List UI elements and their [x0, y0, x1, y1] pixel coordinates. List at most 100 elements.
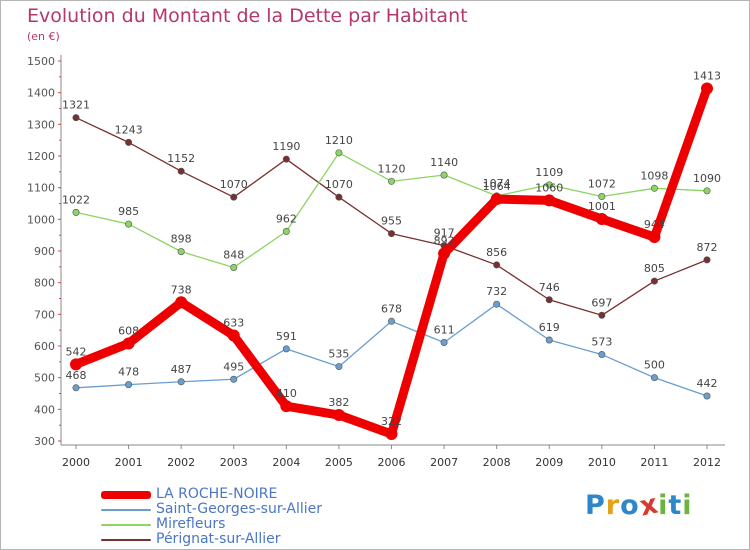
data-label: 1090: [693, 172, 721, 185]
data-point: [545, 296, 553, 304]
data-label: 898: [171, 233, 192, 246]
data-label: 738: [171, 283, 192, 296]
data-point: [125, 138, 133, 146]
data-label: 746: [539, 281, 560, 294]
data-label: 856: [486, 246, 507, 259]
data-label: 872: [697, 241, 718, 254]
data-point: [650, 184, 658, 192]
data-label: 944: [644, 218, 665, 231]
data-label: 608: [118, 324, 139, 337]
legend-label: Mirefleurs: [156, 516, 226, 532]
data-label: 805: [644, 262, 665, 275]
data-point: [493, 300, 501, 308]
data-point: [490, 193, 503, 206]
data-point: [703, 392, 711, 400]
data-point: [598, 193, 606, 201]
x-tick-label: 2009: [535, 456, 563, 469]
y-tick-label: 1100: [27, 182, 55, 195]
data-point: [175, 296, 188, 309]
x-tick-label: 2011: [640, 456, 668, 469]
y-tick-label: 400: [34, 403, 55, 416]
data-label: 892: [434, 235, 455, 248]
data-label: 591: [276, 330, 297, 343]
data-point: [493, 261, 501, 269]
data-label: 1109: [535, 166, 563, 179]
data-label: 1210: [325, 134, 353, 147]
data-point: [440, 339, 448, 347]
y-tick-label: 300: [34, 435, 55, 448]
data-label: 468: [66, 369, 87, 382]
data-point: [230, 263, 238, 271]
legend-swatch: [101, 539, 151, 541]
data-point: [335, 149, 343, 157]
data-point: [648, 231, 661, 244]
data-point: [703, 187, 711, 195]
data-label: 1074: [483, 177, 511, 190]
x-tick-label: 2006: [378, 456, 406, 469]
y-tick-label: 1300: [27, 118, 55, 131]
data-label: 619: [539, 321, 560, 334]
y-tick-label: 900: [34, 245, 55, 258]
data-point: [125, 381, 133, 389]
data-label: 1060: [535, 181, 563, 194]
data-label: 1072: [588, 178, 616, 191]
data-point: [387, 230, 395, 238]
y-tick-label: 700: [34, 308, 55, 321]
data-point: [598, 351, 606, 359]
data-point: [280, 400, 293, 413]
data-label: 1064: [483, 180, 511, 193]
data-label: 678: [381, 302, 402, 315]
legend-label: Pérignat-sur-Allier: [156, 531, 281, 547]
data-point: [335, 363, 343, 371]
data-point: [701, 82, 713, 95]
data-label: 535: [328, 348, 349, 361]
data-label: 1070: [220, 178, 248, 191]
x-tick-label: 2000: [62, 456, 90, 469]
data-label: 442: [697, 377, 718, 390]
data-point: [230, 375, 238, 383]
data-point: [177, 378, 185, 386]
data-label: 487: [171, 363, 192, 376]
data-point: [72, 114, 80, 122]
data-point: [545, 336, 553, 344]
chart-title: Evolution du Montant de la Dette par Hab…: [27, 5, 468, 27]
data-label: 1140: [430, 156, 458, 169]
data-label: 573: [591, 336, 612, 349]
y-tick-label: 500: [34, 372, 55, 385]
logo-letter: i: [658, 490, 669, 521]
chart-axes: 300 400 500 600 700 800 900 1000 1100 1200 1300 140…: [27, 55, 725, 469]
logo-letter: P: [585, 490, 606, 521]
data-label: 1070: [325, 178, 353, 191]
data-label: 955: [381, 215, 402, 228]
data-label: 697: [591, 296, 612, 309]
data-label: 917: [434, 227, 455, 240]
y-tick-label: 1000: [27, 213, 55, 226]
data-label: 1413: [693, 70, 721, 83]
data-label: 732: [486, 285, 507, 298]
data-label: 542: [66, 345, 87, 358]
data-label: 1321: [62, 99, 90, 112]
x-tick-label: 2008: [483, 456, 511, 469]
data-label: 985: [118, 205, 139, 218]
logo-letter: o: [620, 490, 640, 521]
legend-swatch: [101, 509, 151, 511]
data-label: 1022: [62, 193, 90, 206]
data-label: 382: [328, 396, 349, 409]
logo-letter: t: [668, 490, 683, 521]
legend-swatch: [101, 491, 151, 499]
data-label: 1152: [167, 152, 195, 165]
data-point: [332, 409, 345, 422]
data-point: [545, 181, 553, 189]
data-point: [282, 155, 290, 163]
series-p-rignat-sur-allier: 1321 1243 1152 1070 1190 1070 955 917 856 746 697 8…: [62, 99, 718, 319]
data-point: [703, 256, 711, 264]
data-label: 1001: [588, 200, 616, 213]
data-point: [125, 220, 133, 228]
data-point: [595, 213, 608, 226]
data-label: 1190: [272, 140, 300, 153]
data-point: [387, 177, 395, 185]
data-point: [72, 384, 80, 392]
chart-unit: (en €): [27, 30, 60, 43]
data-point: [227, 329, 240, 342]
legend-label: LA ROCHE-NOIRE: [156, 486, 278, 502]
